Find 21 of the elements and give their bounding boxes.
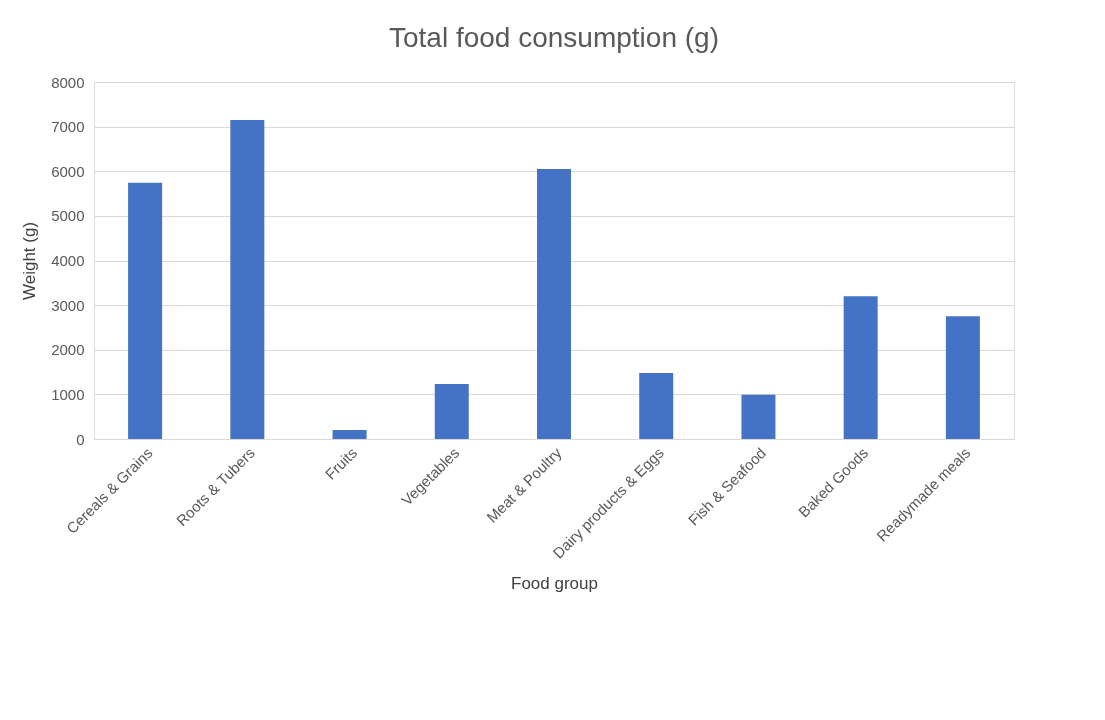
y-tick-label: 1000 — [51, 385, 85, 403]
bar — [332, 430, 367, 439]
y-tick-label: 2000 — [51, 341, 85, 359]
bar — [945, 316, 980, 439]
bar — [434, 384, 469, 439]
chart-title: Total food consumption (g) — [389, 22, 719, 53]
bar — [128, 182, 163, 439]
y-tick-label: 0 — [76, 430, 85, 448]
bar — [537, 169, 571, 439]
x-axis-title: Food group — [511, 573, 598, 593]
bar — [741, 394, 776, 439]
bar — [639, 372, 674, 439]
y-tick-label: 3000 — [51, 296, 85, 314]
y-tick-label: 8000 — [51, 73, 85, 91]
y-axis-title: Weight (g) — [20, 221, 40, 301]
y-tick-label: 7000 — [51, 118, 85, 136]
y-tick-label: 4000 — [51, 252, 85, 269]
y-tick-label: 5000 — [51, 207, 85, 225]
y-tick-label: 6000 — [51, 162, 85, 180]
bar — [843, 296, 878, 439]
bar — [230, 119, 265, 439]
